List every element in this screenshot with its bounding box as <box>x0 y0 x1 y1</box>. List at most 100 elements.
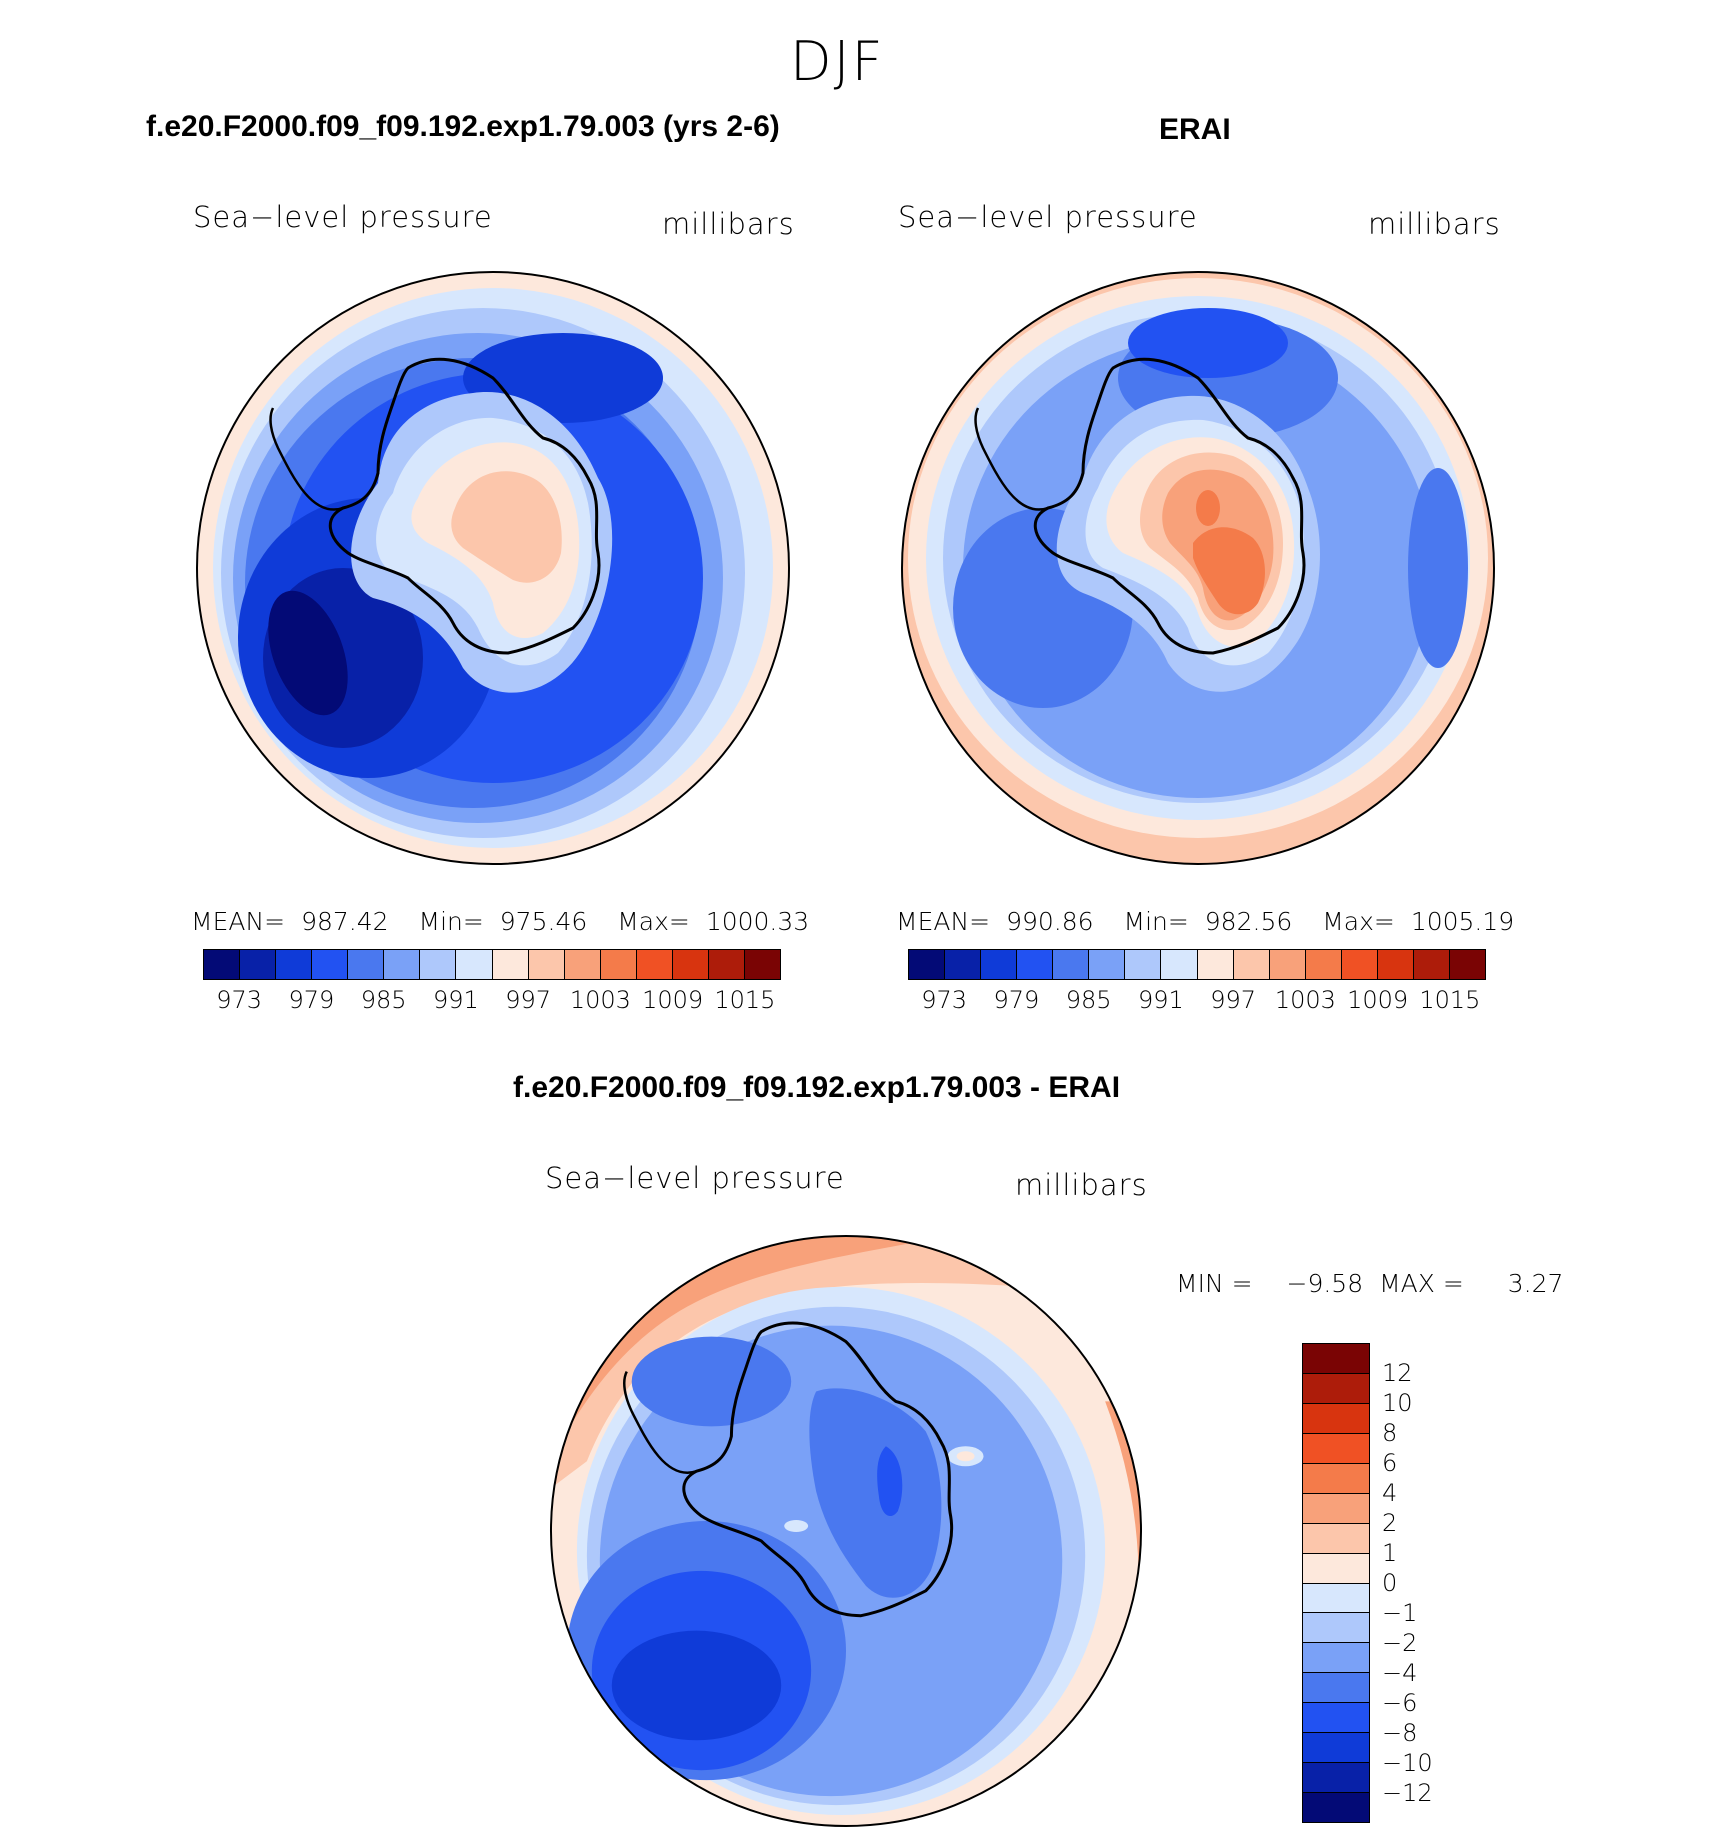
model-colorbar-ticks: 973 979 985 991 997 1003 1009 1015 <box>203 986 781 1016</box>
colorbar-swatch <box>636 950 673 979</box>
diff-units-label: millibars <box>1015 1168 1148 1202</box>
colorbar-swatch <box>708 950 745 979</box>
colorbar-swatch <box>1053 950 1090 979</box>
colorbar-swatch <box>1303 1613 1369 1644</box>
colorbar-swatch <box>1303 1733 1369 1764</box>
colorbar-swatch <box>384 950 421 979</box>
colorbar-tick-label: −2 <box>1382 1629 1418 1657</box>
colorbar-tick-label: 1009 <box>1347 986 1409 1014</box>
model-units-label: millibars <box>662 207 795 241</box>
colorbar-tick-label: 1009 <box>642 986 704 1014</box>
model-colorbar <box>203 949 781 980</box>
obs-min-value: 982.56 <box>1204 907 1293 936</box>
colorbar-swatch <box>1269 950 1306 979</box>
colorbar-tick-label: 12 <box>1382 1359 1413 1387</box>
colorbar-tick-label: 1003 <box>1274 986 1336 1014</box>
colorbar-tick-label: 997 <box>1210 986 1257 1014</box>
obs-panel-title: ERAI <box>1159 113 1231 146</box>
colorbar-tick-label: 2 <box>1382 1509 1398 1537</box>
colorbar-swatch <box>1303 1673 1369 1704</box>
obs-max-value: 1005.19 <box>1410 907 1515 936</box>
colorbar-swatch <box>1125 950 1162 979</box>
model-min-value: 975.46 <box>499 907 588 936</box>
colorbar-tick-label: 6 <box>1382 1449 1398 1477</box>
diff-min-value: −9.58 <box>1286 1269 1364 1298</box>
colorbar-swatch <box>204 950 241 979</box>
colorbar-tick-label: 979 <box>288 986 335 1014</box>
colorbar-tick-label: 0 <box>1382 1569 1398 1597</box>
colorbar-tick-label: −4 <box>1382 1659 1418 1687</box>
colorbar-tick-label: 1003 <box>569 986 631 1014</box>
model-max-label: Max= <box>617 907 690 936</box>
colorbar-swatch <box>1089 950 1126 979</box>
colorbar-swatch <box>1303 1493 1369 1524</box>
colorbar-swatch <box>1303 1643 1369 1674</box>
obs-stats: MEAN= 990.86 Min= 982.56 Max= 1005.19 <box>896 907 1514 936</box>
obs-mean-label: MEAN= <box>896 907 991 936</box>
model-mean-value: 987.42 <box>301 907 389 936</box>
diff-colorbar-ticks: 12 10 8 6 4 2 1 0 −1 −2 −4 −6 −8 −10 −12 <box>1382 1343 1462 1823</box>
model-stats: MEAN= 987.42 Min= 975.46 Max= 1000.33 <box>191 907 809 936</box>
obs-max-label: Max= <box>1322 907 1395 936</box>
colorbar-swatch <box>1303 1763 1369 1794</box>
obs-colorbar-ticks: 973 979 985 991 997 1003 1009 1015 <box>908 986 1486 1016</box>
diff-colorbar <box>1302 1343 1370 1823</box>
colorbar-swatch <box>456 950 493 979</box>
figure-title: DJF <box>790 30 885 93</box>
diff-max-value: 3.27 <box>1507 1269 1564 1298</box>
colorbar-swatch <box>1303 1703 1369 1734</box>
colorbar-swatch <box>1303 1344 1369 1374</box>
model-panel-title: f.e20.F2000.f09_f09.192.exp1.79.003 (yrs… <box>146 110 780 143</box>
colorbar-tick-label: 10 <box>1382 1389 1413 1417</box>
colorbar-tick-label: −12 <box>1382 1779 1433 1807</box>
colorbar-tick-label: 1 <box>1382 1539 1398 1567</box>
colorbar-swatch <box>1341 950 1378 979</box>
diff-min-label: MIN = <box>1176 1269 1253 1298</box>
colorbar-tick-label: 985 <box>360 986 407 1014</box>
colorbar-swatch <box>1233 950 1270 979</box>
colorbar-swatch <box>981 950 1018 979</box>
colorbar-swatch <box>1303 1523 1369 1554</box>
obs-units-label: millibars <box>1368 207 1501 241</box>
colorbar-tick-label: 1015 <box>1419 986 1481 1014</box>
colorbar-swatch <box>1303 1463 1369 1494</box>
colorbar-swatch <box>1449 950 1485 979</box>
colorbar-tick-label: 973 <box>216 986 263 1014</box>
colorbar-swatch <box>1303 1793 1369 1822</box>
colorbar-swatch <box>1303 1433 1369 1464</box>
colorbar-swatch <box>240 950 277 979</box>
colorbar-swatch <box>420 950 457 979</box>
model-max-value: 1000.33 <box>705 907 810 936</box>
diff-max-label: MAX = <box>1379 1269 1464 1298</box>
colorbar-swatch <box>1413 950 1450 979</box>
colorbar-swatch <box>1377 950 1414 979</box>
colorbar-swatch <box>1161 950 1198 979</box>
colorbar-tick-label: −1 <box>1382 1599 1418 1627</box>
colorbar-swatch <box>909 950 946 979</box>
colorbar-swatch <box>564 950 601 979</box>
colorbar-swatch <box>600 950 637 979</box>
colorbar-tick-label: 979 <box>993 986 1040 1014</box>
colorbar-tick-label: 4 <box>1382 1479 1398 1507</box>
colorbar-swatch <box>744 950 780 979</box>
colorbar-swatch <box>276 950 313 979</box>
colorbar-tick-label: 991 <box>1137 986 1184 1014</box>
colorbar-tick-label: −8 <box>1382 1719 1418 1747</box>
colorbar-swatch <box>945 950 982 979</box>
diff-stats: MIN = −9.58 MAX = 3.27 <box>1176 1269 1563 1298</box>
colorbar-swatch <box>312 950 349 979</box>
diff-panel-title: f.e20.F2000.f09_f09.192.exp1.79.003 - ER… <box>513 1071 1121 1104</box>
obs-variable-label: Sea−level pressure <box>898 200 1198 234</box>
model-variable-label: Sea−level pressure <box>193 200 493 234</box>
colorbar-tick-label: 8 <box>1382 1419 1398 1447</box>
obs-polar-map <box>901 271 1495 865</box>
colorbar-swatch <box>492 950 529 979</box>
colorbar-swatch <box>1017 950 1054 979</box>
colorbar-tick-label: −10 <box>1382 1749 1433 1777</box>
colorbar-tick-label: 991 <box>432 986 479 1014</box>
diff-polar-map <box>549 1234 1143 1828</box>
colorbar-swatch <box>528 950 565 979</box>
obs-colorbar <box>908 949 1486 980</box>
colorbar-swatch <box>1303 1373 1369 1404</box>
obs-min-label: Min= <box>1123 907 1189 936</box>
